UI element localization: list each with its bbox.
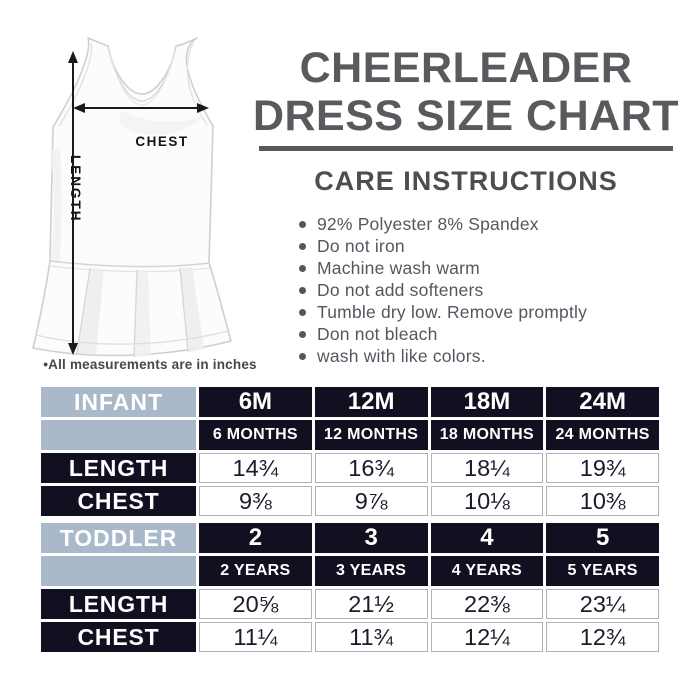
- chest-measure-label: CHEST: [135, 134, 189, 149]
- page-title-line2: DRESS SIZE CHART: [252, 92, 680, 140]
- pleat-line-3: [179, 267, 189, 353]
- group-empty-cell: [41, 420, 196, 450]
- table-row: CHEST 9⅜ 9⅞ 10⅛ 10⅜: [41, 486, 659, 516]
- measurement-cell: 9⅞: [314, 486, 428, 516]
- size-subheader-cell: 2 YEARS: [199, 556, 312, 586]
- measurement-cell: 19¾: [546, 453, 659, 483]
- bullet-icon: [299, 330, 306, 338]
- length-arrow: [68, 51, 78, 355]
- page-title: CHEERLEADER DRESS SIZE CHART: [238, 44, 694, 140]
- care-item: Don not bleach: [299, 323, 587, 345]
- care-item: 92% Polyester 8% Spandex: [299, 213, 587, 235]
- group-empty-cell: [41, 556, 196, 586]
- care-item: Do not add softeners: [299, 279, 587, 301]
- title-underline: [259, 146, 673, 151]
- dress-illustration: CHEST LENGTH: [20, 30, 248, 365]
- size-tables: INFANT 6M 12M 18M 24M 6 MONTHS 12 MONTHS…: [38, 384, 662, 656]
- size-subheader-cell: 4 YEARS: [430, 556, 544, 586]
- size-subheader-cell: 6 MONTHS: [199, 420, 312, 450]
- neckband-inner-line: [109, 51, 175, 106]
- table-row: LENGTH 20⅝ 21½ 22⅜ 23¼: [41, 589, 659, 619]
- size-subheader-cell: 5 YEARS: [546, 556, 659, 586]
- bullet-icon: [299, 242, 306, 250]
- measurement-cell: 12¼: [430, 622, 544, 652]
- table-row: 6 MONTHS 12 MONTHS 18 MONTHS 24 MONTHS: [41, 420, 659, 450]
- care-item: Machine wash warm: [299, 257, 587, 279]
- care-item-text: Do not add softeners: [317, 279, 484, 300]
- dress-outline: [32, 37, 232, 357]
- size-header-cell: 5: [546, 523, 659, 553]
- care-item-text: wash with like colors.: [317, 345, 486, 366]
- size-subheader-cell: 12 MONTHS: [314, 420, 428, 450]
- row-label-cell: LENGTH: [41, 453, 196, 483]
- care-instructions-list: 92% Polyester 8% Spandex Do not iron Mac…: [299, 213, 587, 367]
- measurement-cell: 11¾: [314, 622, 428, 652]
- pleat-line-2: [133, 269, 138, 358]
- measurement-cell: 23¼: [546, 589, 659, 619]
- measurements-note: •All measurements are in inches: [43, 357, 257, 372]
- measurement-cell: 9⅜: [199, 486, 312, 516]
- size-header-cell: 3: [314, 523, 428, 553]
- pleat-shadow-1: [77, 268, 104, 354]
- care-instructions-heading: CARE INSTRUCTIONS: [314, 166, 618, 196]
- dress-image: [32, 37, 232, 358]
- waist-seam-line: [49, 260, 210, 268]
- care-item-text: Tumble dry low. Remove promptly: [317, 301, 588, 322]
- table-row: INFANT 6M 12M 18M 24M: [41, 387, 659, 417]
- group-label-cell: INFANT: [41, 387, 196, 417]
- care-item-text: Do not iron: [317, 235, 405, 256]
- row-label-cell: CHEST: [41, 622, 196, 652]
- toddler-size-table: TODDLER 2 3 4 5 2 YEARS 3 YEARS 4 YEARS …: [38, 520, 662, 655]
- measurement-cell: 10⅛: [430, 486, 544, 516]
- measurement-cell: 18¼: [430, 453, 544, 483]
- care-item-text: 92% Polyester 8% Spandex: [317, 213, 539, 234]
- infant-size-table: INFANT 6M 12M 18M 24M 6 MONTHS 12 MONTHS…: [38, 384, 662, 519]
- row-label-cell: CHEST: [41, 486, 196, 516]
- care-item-text: Don not bleach: [317, 323, 438, 344]
- table-row: TODDLER 2 3 4 5: [41, 523, 659, 553]
- size-header-cell: 4: [430, 523, 544, 553]
- size-subheader-cell: 24 MONTHS: [546, 420, 659, 450]
- care-item: wash with like colors.: [299, 345, 587, 367]
- size-subheader-cell: 18 MONTHS: [430, 420, 544, 450]
- left-armhole-line: [58, 42, 93, 127]
- measurement-cell: 11¼: [199, 622, 312, 652]
- measurement-cell: 22⅜: [430, 589, 544, 619]
- group-label-cell: TODDLER: [41, 523, 196, 553]
- row-label-cell: LENGTH: [41, 589, 196, 619]
- length-measure-label: LENGTH: [68, 155, 83, 223]
- side-shadow: [50, 148, 62, 261]
- size-header-cell: 2: [199, 523, 312, 553]
- measurement-cell: 21½: [314, 589, 428, 619]
- table-row: 2 YEARS 3 YEARS 4 YEARS 5 YEARS: [41, 556, 659, 586]
- table-row: CHEST 11¼ 11¾ 12¼ 12¾: [41, 622, 659, 652]
- size-header-cell: 6M: [199, 387, 312, 417]
- measurement-cell: 20⅝: [199, 589, 312, 619]
- bullet-icon: [299, 264, 306, 272]
- measurement-cell: 16¾: [314, 453, 428, 483]
- bullet-icon: [299, 352, 306, 360]
- hem-stitch-line: [35, 330, 229, 345]
- right-armhole-line: [186, 42, 208, 126]
- chest-shadow: [120, 110, 205, 136]
- care-item: Tumble dry low. Remove promptly: [299, 301, 587, 323]
- size-header-cell: 24M: [546, 387, 659, 417]
- pleat-line-1: [76, 267, 91, 354]
- table-row: LENGTH 14¾ 16¾ 18¼ 19¾: [41, 453, 659, 483]
- care-item-text: Machine wash warm: [317, 257, 480, 278]
- bullet-icon: [299, 220, 306, 228]
- page-title-line1: CHEERLEADER: [299, 44, 633, 92]
- care-item: Do not iron: [299, 235, 587, 257]
- measurement-cell: 12¾: [546, 622, 659, 652]
- measurement-cell: 14¾: [199, 453, 312, 483]
- chest-arrow: [73, 103, 209, 113]
- measurement-cell: 10⅜: [546, 486, 659, 516]
- bullet-icon: [299, 308, 306, 316]
- bullet-icon: [299, 286, 306, 294]
- pleat-shadow-2: [134, 270, 151, 357]
- size-subheader-cell: 3 YEARS: [314, 556, 428, 586]
- size-header-cell: 18M: [430, 387, 544, 417]
- size-header-cell: 12M: [314, 387, 428, 417]
